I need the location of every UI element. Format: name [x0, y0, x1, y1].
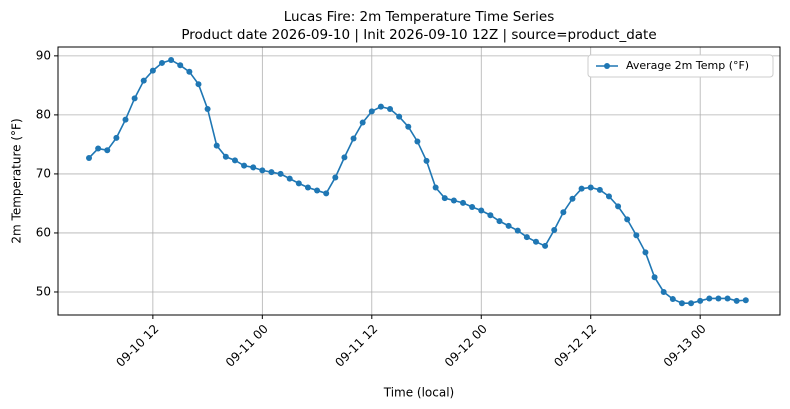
data-point [596, 186, 603, 193]
data-point [350, 135, 357, 142]
y-tick-label: 70 [36, 166, 51, 180]
data-point [496, 218, 503, 225]
data-point [332, 174, 339, 181]
data-point [405, 123, 412, 130]
data-point [669, 296, 676, 303]
data-point [277, 170, 284, 177]
data-point [615, 203, 622, 210]
data-point [523, 234, 530, 241]
data-point [697, 297, 704, 304]
x-tick-label: 09-13 00 [661, 322, 709, 370]
data-point [642, 249, 649, 256]
y-tick-label: 80 [36, 107, 51, 121]
data-point [624, 216, 631, 223]
legend-marker [604, 63, 610, 69]
data-point [396, 113, 403, 120]
y-axis-label: 2m Temperature (°F) [10, 118, 24, 243]
x-tick-label: 09-10 12 [113, 322, 161, 370]
data-point [660, 288, 667, 295]
data-point [131, 95, 138, 102]
data-point [678, 300, 685, 307]
data-point [551, 226, 558, 233]
chart-title: Lucas Fire: 2m Temperature Time Series [284, 9, 554, 25]
data-point [368, 108, 375, 115]
data-point [204, 105, 211, 112]
data-point [177, 62, 184, 69]
data-point [286, 175, 293, 182]
data-point [715, 295, 722, 302]
data-point [104, 147, 111, 154]
y-tick-label: 60 [36, 225, 51, 239]
data-point [140, 77, 147, 84]
y-tick-label: 50 [36, 284, 51, 298]
data-point [304, 184, 311, 191]
data-point [432, 184, 439, 191]
data-point [149, 67, 156, 74]
data-point [450, 197, 457, 204]
data-point [113, 134, 120, 141]
data-point [733, 297, 740, 304]
data-point [706, 295, 713, 302]
data-point [231, 157, 238, 164]
data-point [241, 162, 248, 169]
data-point [268, 169, 275, 176]
x-tick-label: 09-12 12 [551, 322, 599, 370]
data-point [514, 227, 521, 234]
data-point [323, 190, 330, 197]
data-point [505, 222, 512, 229]
data-point [86, 154, 93, 161]
data-point [222, 153, 229, 160]
series-line [88, 59, 746, 304]
data-point [460, 199, 467, 206]
data-point [569, 195, 576, 202]
data-point [314, 187, 321, 194]
data-point [414, 138, 421, 145]
data-point [377, 103, 384, 110]
data-point [168, 56, 175, 63]
data-point [633, 232, 640, 239]
data-point [186, 68, 193, 75]
legend-box [587, 54, 774, 78]
data-point [532, 238, 539, 245]
legend-label: Average 2m Temp (°F) [626, 59, 749, 72]
data-point [560, 209, 567, 216]
data-point [250, 164, 257, 171]
data-point [578, 185, 585, 192]
data-point [341, 154, 348, 161]
data-point [423, 157, 430, 164]
data-point [487, 212, 494, 219]
data-point [441, 195, 448, 202]
data-point [359, 119, 366, 126]
data-point [651, 274, 658, 281]
data-point [688, 300, 695, 307]
data-point [295, 180, 302, 187]
x-axis-label: Time (local) [383, 386, 455, 400]
x-tick-label: 09-11 00 [223, 322, 271, 370]
data-point [122, 116, 129, 123]
data-point [95, 145, 102, 152]
data-point [469, 203, 476, 210]
x-tick-label: 09-11 12 [332, 322, 380, 370]
data-point [213, 142, 220, 149]
data-point [158, 59, 165, 66]
data-point [587, 184, 594, 191]
data-point [259, 167, 266, 174]
data-point [605, 193, 612, 200]
y-tick-label: 90 [36, 48, 51, 62]
data-point [387, 105, 394, 112]
data-point [742, 297, 749, 304]
data-point [724, 295, 731, 302]
data-point [542, 242, 549, 249]
plot-frame [57, 46, 781, 316]
x-tick-label: 09-12 00 [442, 322, 490, 370]
chart-subtitle: Product date 2026-09-10 | Init 2026-09-1… [181, 27, 656, 43]
data-point [478, 207, 485, 214]
data-point [195, 81, 202, 88]
